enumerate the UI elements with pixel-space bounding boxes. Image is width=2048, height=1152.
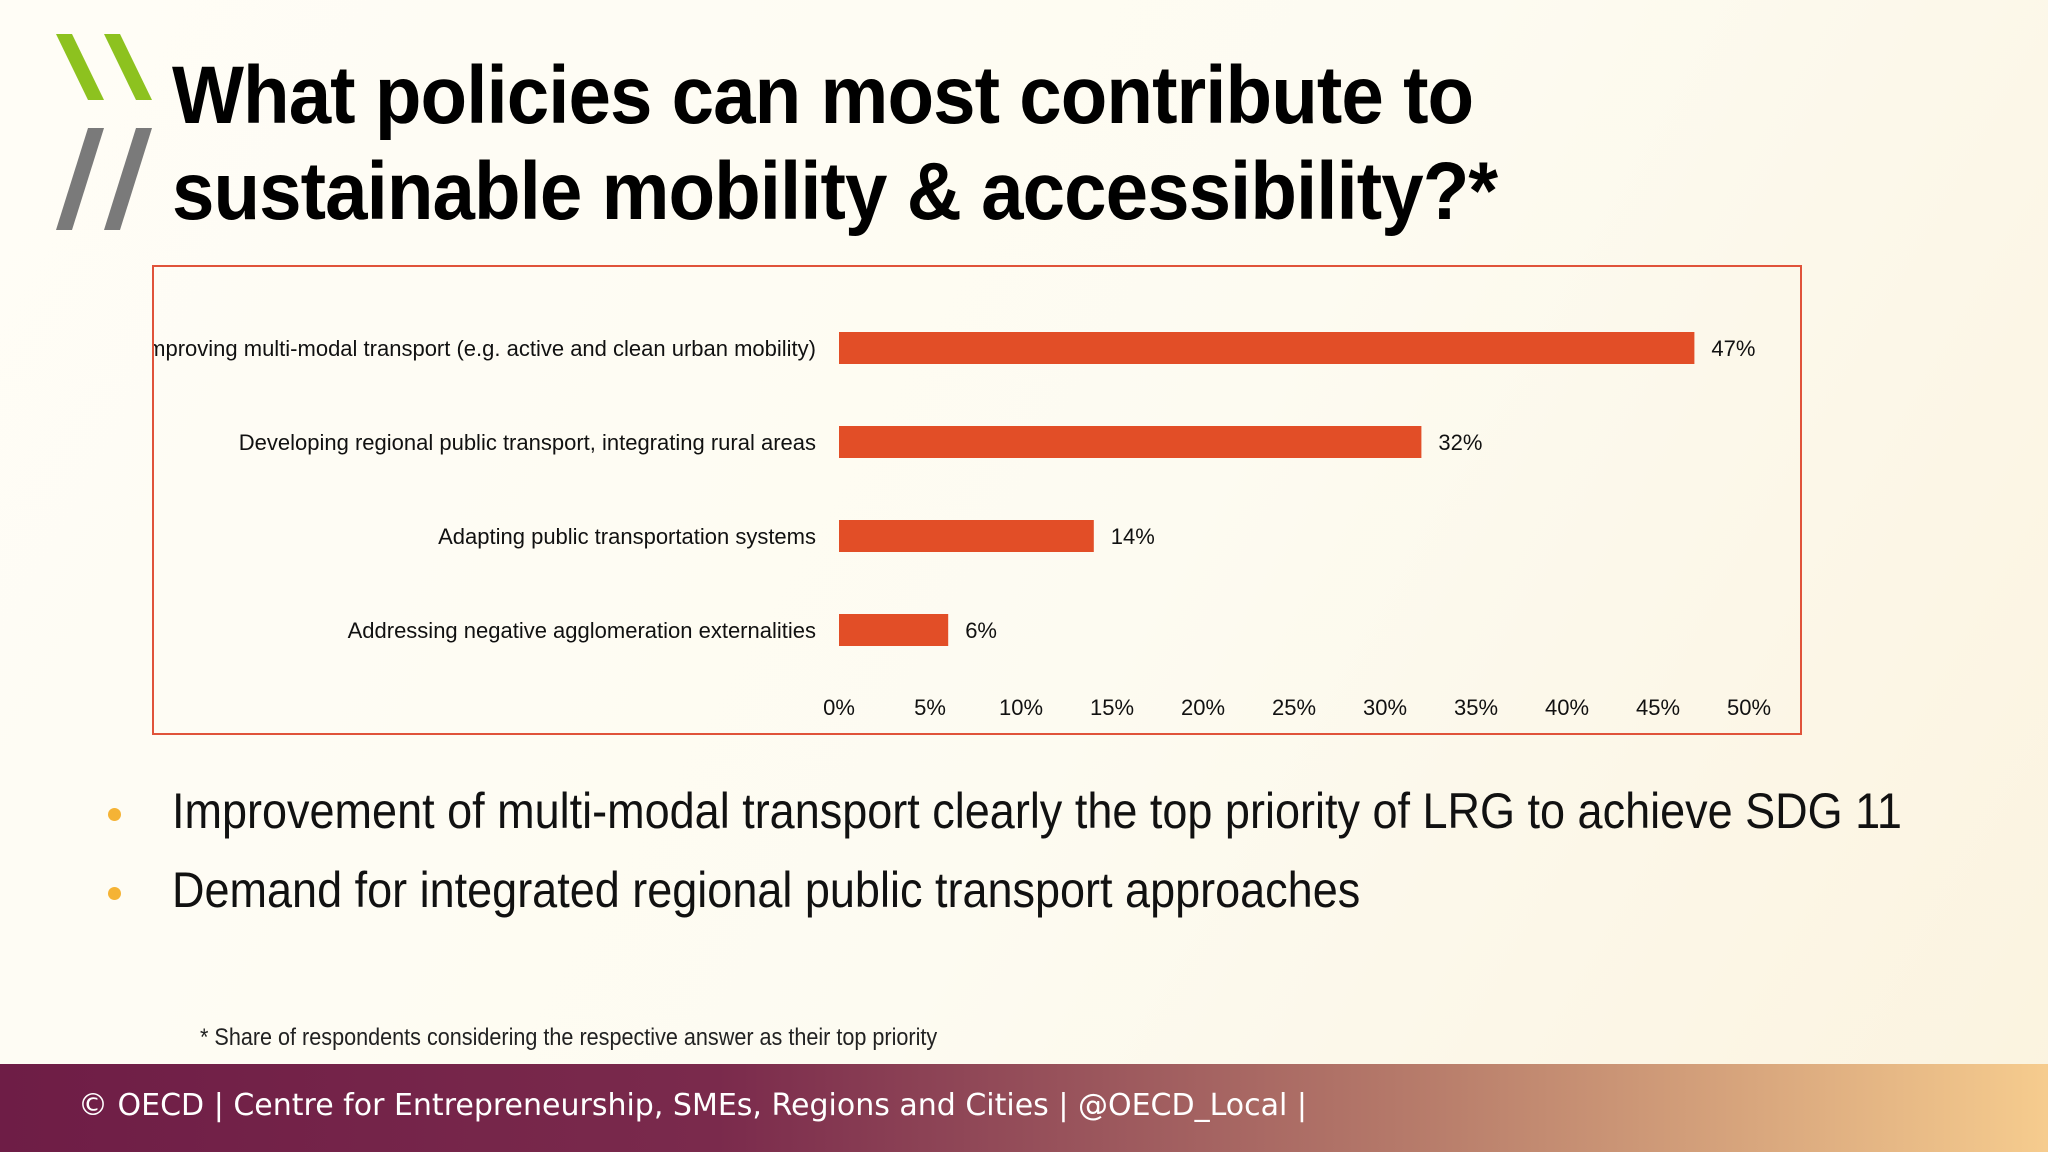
oecd-logo [56, 34, 152, 230]
data-label: 6% [965, 618, 997, 643]
data-label: 14% [1111, 524, 1155, 549]
bullet-dot-icon [108, 808, 121, 821]
category-label: Adapting public transportation systems [438, 524, 816, 549]
footnote: * Share of respondents considering the r… [200, 1024, 938, 1051]
bar-chart: Improving multi-modal transport (e.g. ac… [154, 332, 1771, 720]
bullet-list: Improvement of multi-modal transport cle… [100, 780, 1902, 938]
bullet-item: Improvement of multi-modal transport cle… [100, 780, 1902, 859]
x-tick-label: 15% [1090, 695, 1134, 720]
footer-text: © OECD | Centre for Entrepreneurship, SM… [78, 1088, 1308, 1123]
data-label: 32% [1438, 430, 1482, 455]
x-tick-label: 5% [914, 695, 946, 720]
bullet-text: Demand for integrated regional public tr… [172, 862, 1361, 918]
category-label: Developing regional public transport, in… [239, 430, 816, 455]
category-label: Addressing negative agglomeration extern… [348, 618, 816, 643]
x-tick-label: 20% [1181, 695, 1225, 720]
x-tick-label: 45% [1636, 695, 1680, 720]
x-tick-label: 50% [1727, 695, 1771, 720]
x-tick-label: 25% [1272, 695, 1316, 720]
x-tick-label: 35% [1454, 695, 1498, 720]
bar [839, 332, 1695, 364]
data-label: 47% [1711, 336, 1755, 361]
footer-bar: © OECD | Centre for Entrepreneurship, SM… [0, 1064, 2048, 1152]
bar [839, 426, 1422, 458]
page-title: What policies can most contribute to sus… [172, 50, 1498, 237]
bullet-dot-icon [108, 887, 121, 900]
x-tick-label: 40% [1545, 695, 1589, 720]
category-label: Improving multi-modal transport (e.g. ac… [154, 336, 816, 361]
bullet-text: Improvement of multi-modal transport cle… [172, 783, 1902, 839]
bar [839, 520, 1094, 552]
x-tick-label: 30% [1363, 695, 1407, 720]
bullet-item: Demand for integrated regional public tr… [100, 859, 1900, 938]
chart-frame: Improving multi-modal transport (e.g. ac… [152, 265, 1802, 735]
x-tick-label: 10% [999, 695, 1043, 720]
bar [839, 614, 949, 646]
x-tick-label: 0% [823, 695, 855, 720]
